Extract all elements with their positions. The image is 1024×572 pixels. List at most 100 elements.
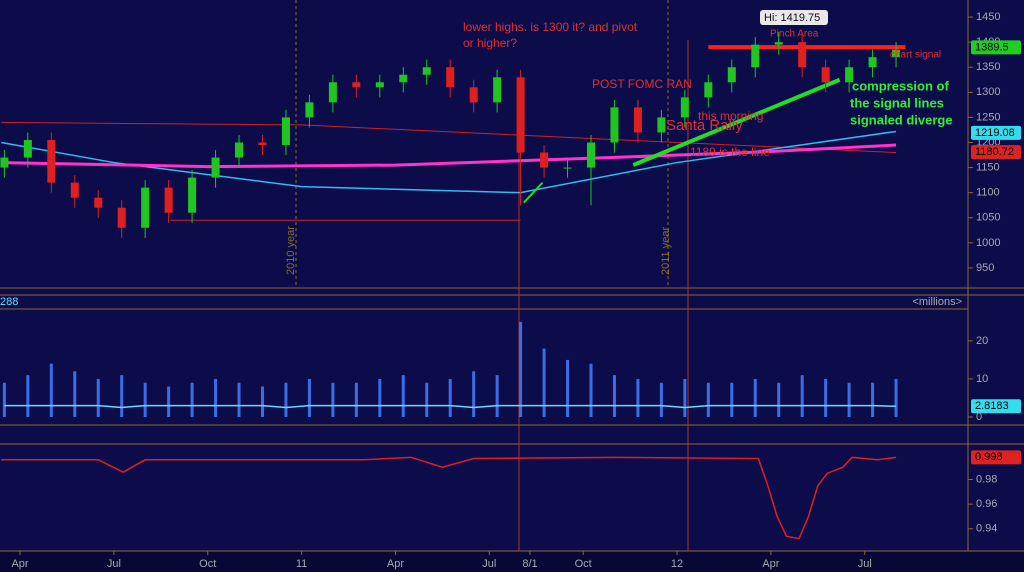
correlation-line — [1, 456, 897, 540]
volume-average — [4, 404, 897, 409]
candle-body — [727, 67, 736, 83]
candle-body — [141, 187, 150, 228]
y-tick-label: 0.94 — [976, 523, 997, 535]
price-tag-label: 1219.08 — [975, 127, 1015, 139]
price-tag — [971, 125, 1021, 140]
volume-bar — [800, 375, 804, 417]
candle-body — [798, 42, 807, 68]
volume-bar — [190, 382, 194, 417]
volume-bar — [589, 363, 593, 417]
volume-bar — [566, 359, 570, 417]
price-tag — [971, 145, 1021, 160]
annotation: POST FOMC RAN — [592, 77, 692, 91]
volume-bar — [331, 382, 335, 417]
x-axis-strip — [0, 552, 1024, 572]
annotation: or higher? — [463, 36, 517, 50]
volume-bar — [495, 375, 499, 417]
x-tick-label: Oct — [199, 558, 216, 570]
y-tick-label: 1450 — [976, 11, 1000, 23]
candle-body — [516, 77, 525, 153]
volume-bar — [753, 378, 757, 417]
price-tag — [971, 40, 1021, 55]
candle-body — [47, 139, 56, 183]
candle-body — [399, 74, 408, 83]
price-tag — [971, 399, 1021, 414]
x-tick-label: Jul — [482, 558, 496, 570]
candle-body — [70, 182, 79, 198]
volume-bar — [378, 378, 382, 417]
candle-body — [493, 77, 502, 103]
price-tag-label: 2.8183 — [975, 400, 1009, 412]
y-tick-label: 950 — [976, 262, 994, 274]
candle-body — [305, 102, 314, 118]
candle-body — [164, 187, 173, 213]
annotation: signaled diverge — [850, 112, 953, 127]
volume-bar — [659, 382, 663, 417]
volume-bar — [237, 382, 241, 417]
candle-body — [188, 177, 197, 213]
volume-bar — [2, 382, 6, 417]
x-tick-label: 12 — [671, 558, 683, 570]
volume-bar — [612, 375, 616, 417]
annotation: lower highs. is 1300 it? and pivot — [463, 20, 638, 34]
candle-body — [751, 44, 760, 68]
x-tick-label: Oct — [575, 558, 592, 570]
year-label: 2010 year — [285, 226, 297, 275]
candle-body — [469, 87, 478, 103]
volume-bar — [519, 321, 523, 417]
volume-bar — [894, 378, 898, 417]
y-tick-label: 1150 — [976, 161, 1000, 173]
candle-body — [633, 107, 642, 133]
left-label: 288 — [0, 296, 18, 308]
plot-area: 9501000105011001150120012501300135014001… — [0, 11, 1021, 570]
volume-bar — [730, 382, 734, 417]
annotation: this morning — [698, 109, 763, 123]
candle-body — [657, 117, 666, 133]
volume-bar — [120, 375, 124, 417]
volume-bar — [542, 348, 546, 417]
x-tick-label: 11 — [296, 558, 307, 570]
volume-bar — [777, 382, 781, 417]
candle-body — [328, 82, 337, 103]
y-tick-label: 0.98 — [976, 473, 997, 485]
candle-body — [680, 97, 689, 118]
candle-body — [117, 207, 126, 228]
hi-box — [760, 10, 828, 25]
candle-body — [821, 67, 830, 83]
volume-bar — [284, 382, 288, 417]
candle-body — [211, 157, 220, 178]
candle-body — [563, 167, 572, 169]
candle-body — [868, 57, 877, 68]
volume-bar — [636, 378, 640, 417]
y-tick-label: 0.96 — [976, 498, 997, 510]
volume-bar — [472, 371, 476, 417]
volume-bar — [425, 382, 429, 417]
candle-body — [892, 49, 901, 58]
candle-body — [258, 142, 267, 146]
candle-body — [704, 82, 713, 98]
candle-body — [610, 107, 619, 143]
candle-body — [540, 152, 549, 168]
volume-bar — [401, 375, 405, 417]
unit-label: <millions> — [912, 296, 962, 308]
candle-body — [281, 117, 290, 146]
volume-bar — [824, 378, 828, 417]
annotation: the signal lines — [850, 95, 944, 110]
overlay-line — [632, 77, 841, 167]
y-tick-label: 1350 — [976, 61, 1000, 73]
x-tick-label: Apr — [11, 558, 28, 570]
overlay-line — [523, 181, 544, 204]
y-tick-label: 1100 — [976, 187, 1000, 199]
y-tick-label: 1050 — [976, 212, 1000, 224]
volume-bar — [260, 386, 264, 417]
volume-bar — [96, 378, 100, 417]
volume-bar — [73, 371, 77, 417]
x-tick-label: Apr — [762, 558, 779, 570]
y-tick-label: 20 — [976, 335, 988, 347]
overlay-line — [1, 130, 897, 194]
annotation: 1189 is the line — [690, 145, 770, 159]
price-tag-label: 1180.72 — [975, 146, 1014, 158]
year-label: 2011 year — [660, 227, 672, 275]
hi-label: Hi: 1419.75 — [764, 12, 820, 24]
candle-body — [23, 139, 32, 158]
